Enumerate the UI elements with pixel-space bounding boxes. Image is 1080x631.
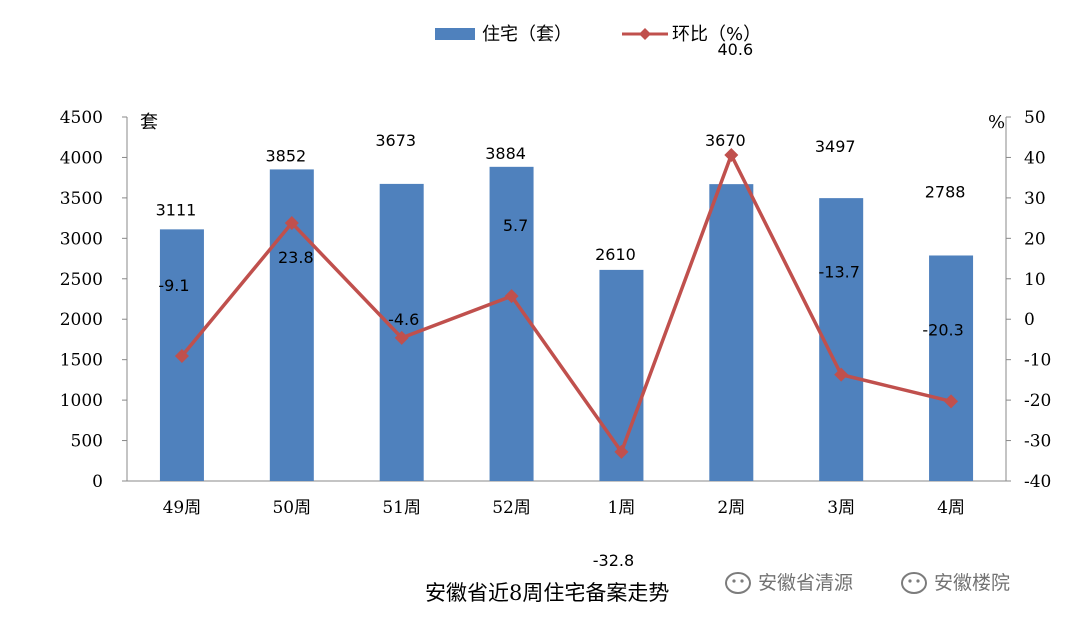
x-tick-label: 3周: [827, 498, 855, 518]
line-path: [180, 153, 952, 454]
bar-data-label: 2788: [925, 182, 966, 201]
watermark-text-2: 安徽楼院: [934, 572, 1010, 594]
legend-bar-swatch: [435, 28, 475, 40]
right-tick-label: -40: [1024, 472, 1051, 492]
bar-data-label: 3670: [705, 131, 746, 150]
x-tick-label: 1周: [608, 498, 636, 518]
line-value-labels: -9.1 23.8 -4.6 5.7 -32.8 40.6 -13.7 -20.3: [158, 40, 963, 570]
line-series: [174, 148, 959, 459]
bar-data-label: 2610: [595, 245, 636, 264]
x-tick-label: 49周: [163, 498, 202, 518]
bar: [819, 198, 864, 481]
watermark: 安徽省清源 安徽楼院: [725, 572, 1010, 594]
bar: [709, 184, 754, 482]
bar-value-labels: 3111 3852 3673 3884 2610 3670 3497 2788: [156, 131, 966, 264]
line-data-label: -4.6: [388, 310, 419, 329]
right-tick-label: -30: [1024, 432, 1051, 452]
bar: [929, 255, 974, 481]
x-tick-label: 4周: [937, 498, 965, 518]
bar-data-label: 3852: [265, 146, 306, 165]
left-tick-label: 2500: [60, 270, 103, 290]
line-data-label: 40.6: [718, 40, 754, 59]
legend-line-label: 环比（%）: [672, 24, 761, 45]
left-axis-unit: 套: [140, 112, 158, 133]
legend-diamond-marker: [639, 28, 651, 40]
left-tick-label: 0: [92, 472, 103, 492]
right-tick-label: 10: [1024, 270, 1046, 290]
right-tick-label: -20: [1024, 391, 1051, 411]
line-marker: [174, 349, 189, 364]
axes: 套 %: [126, 112, 1007, 482]
line-data-label: -20.3: [922, 320, 963, 339]
line-marker: [724, 148, 739, 163]
left-tick-label: 500: [71, 432, 103, 452]
line-data-label: 23.8: [278, 248, 314, 267]
x-tick-label: 50周: [272, 498, 311, 518]
line-data-label: 5.7: [503, 216, 528, 235]
bar-data-label: 3111: [156, 200, 197, 219]
left-tick-label: 2000: [60, 310, 103, 330]
line-marker: [614, 444, 629, 459]
right-tick-label: 0: [1024, 310, 1035, 330]
wechat-icon: [725, 572, 751, 594]
left-tick-label: 4500: [60, 108, 103, 128]
x-tick-label: 52周: [492, 498, 531, 518]
right-tick-label: 50: [1024, 108, 1046, 128]
chart-title: 安徽省近8周住宅备案走势: [425, 581, 669, 605]
bar-data-label: 3673: [375, 131, 416, 150]
bar-data-label: 3497: [815, 137, 856, 156]
left-tick-label: 3000: [60, 229, 103, 249]
bar: [489, 166, 534, 481]
left-axis-ticks: 0 500 1000 1500 2000 2500 3000 3500 4000 4500: [60, 108, 127, 492]
left-tick-label: 1500: [60, 351, 103, 371]
left-tick-label: 4000: [60, 148, 103, 168]
bar-series: [159, 166, 974, 482]
right-tick-label: 40: [1024, 148, 1046, 168]
x-tick-label: 2周: [717, 498, 745, 518]
line-data-label: -32.8: [593, 551, 634, 570]
legend-bar-label: 住宅（套）: [482, 24, 572, 45]
line-marker: [284, 215, 299, 230]
watermark-text: 安徽省清源: [758, 572, 853, 594]
line-marker: [394, 330, 409, 345]
right-axis-unit: %: [988, 112, 1005, 133]
right-tick-label: -10: [1024, 351, 1051, 371]
bar-data-label: 3884: [485, 144, 526, 163]
x-tick-label: 51周: [382, 498, 421, 518]
category-labels: 49周 50周 51周 52周 1周 2周 3周 4周: [163, 498, 965, 518]
line-marker: [504, 289, 519, 304]
right-tick-label: 20: [1024, 229, 1046, 249]
wechat-icon-2: [901, 572, 927, 594]
right-axis-ticks: -40 -30 -20 -10 0 10 20 30 40 50: [1006, 108, 1051, 492]
legend: 住宅（套） 环比（%）: [435, 24, 761, 45]
line-marker: [944, 394, 959, 409]
line-data-label: -9.1: [158, 276, 189, 295]
left-tick-label: 1000: [60, 391, 103, 411]
right-tick-label: 30: [1024, 189, 1046, 209]
left-tick-label: 3500: [60, 189, 103, 209]
line-data-label: -13.7: [818, 263, 859, 282]
line-marker: [834, 367, 849, 382]
